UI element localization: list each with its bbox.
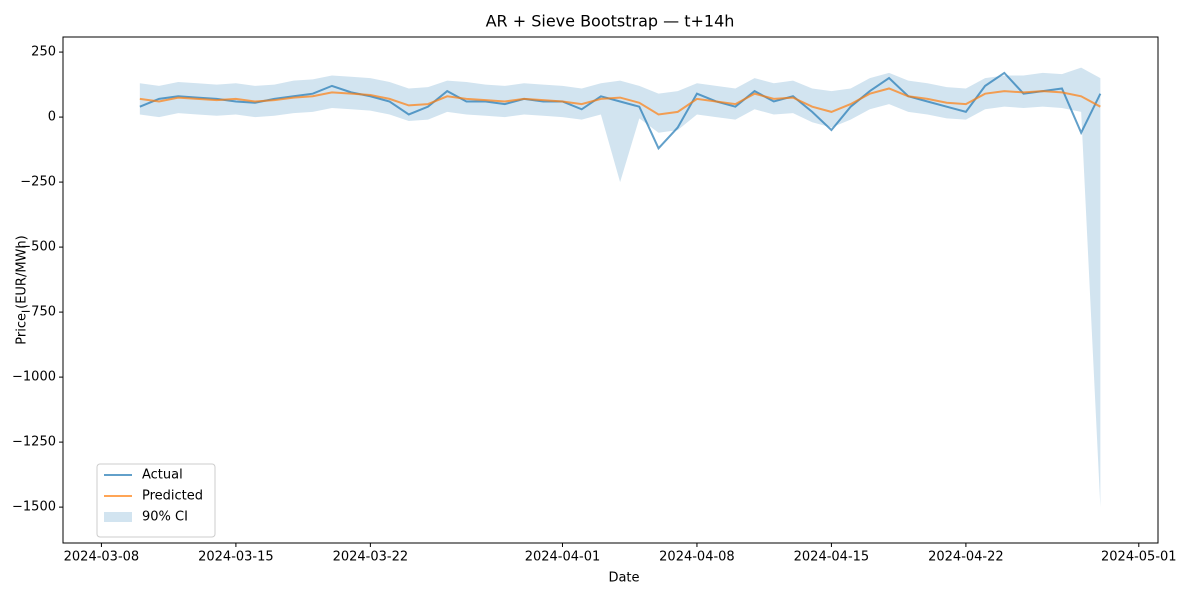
y-tick-label: −1000: [12, 370, 56, 385]
y-tick-label: −1500: [12, 500, 56, 515]
line: [139, 71, 1102, 151]
x-tick-label: 2024-04-01: [525, 550, 601, 565]
line: [139, 87, 1101, 116]
legend-label: Predicted: [142, 489, 203, 504]
x-tick-label: 2024-04-08: [659, 550, 735, 565]
y-tick-label: −500: [20, 240, 56, 255]
legend-label: Actual: [142, 468, 183, 483]
y-tick-label: 0: [48, 110, 56, 125]
x-axis-label: Date: [608, 571, 639, 586]
legend-label: 90% CI: [142, 510, 188, 525]
plot-frame: [62, 36, 1159, 544]
x-tick-label: 2024-03-22: [333, 550, 409, 565]
y-tick-label: −1250: [12, 435, 56, 450]
y-axis-label: Price (EUR/MWh): [15, 235, 30, 344]
legend-box: [96, 463, 216, 538]
y-tick-label: −750: [20, 305, 56, 320]
y-tick-label: 250: [31, 45, 56, 60]
legend-swatch: [104, 512, 132, 522]
ci-band: [139, 67, 1101, 508]
x-tick-label: 2024-03-15: [198, 550, 274, 565]
x-tick-label: 2024-04-15: [794, 550, 870, 565]
x-tick-label: 2024-04-22: [928, 550, 1004, 565]
x-tick-label: 2024-03-08: [64, 550, 140, 565]
y-tick-label: −250: [20, 175, 56, 190]
chart-title: AR + Sieve Bootstrap — t+14h: [486, 12, 735, 31]
x-tick-label: 2024-05-01: [1101, 550, 1177, 565]
